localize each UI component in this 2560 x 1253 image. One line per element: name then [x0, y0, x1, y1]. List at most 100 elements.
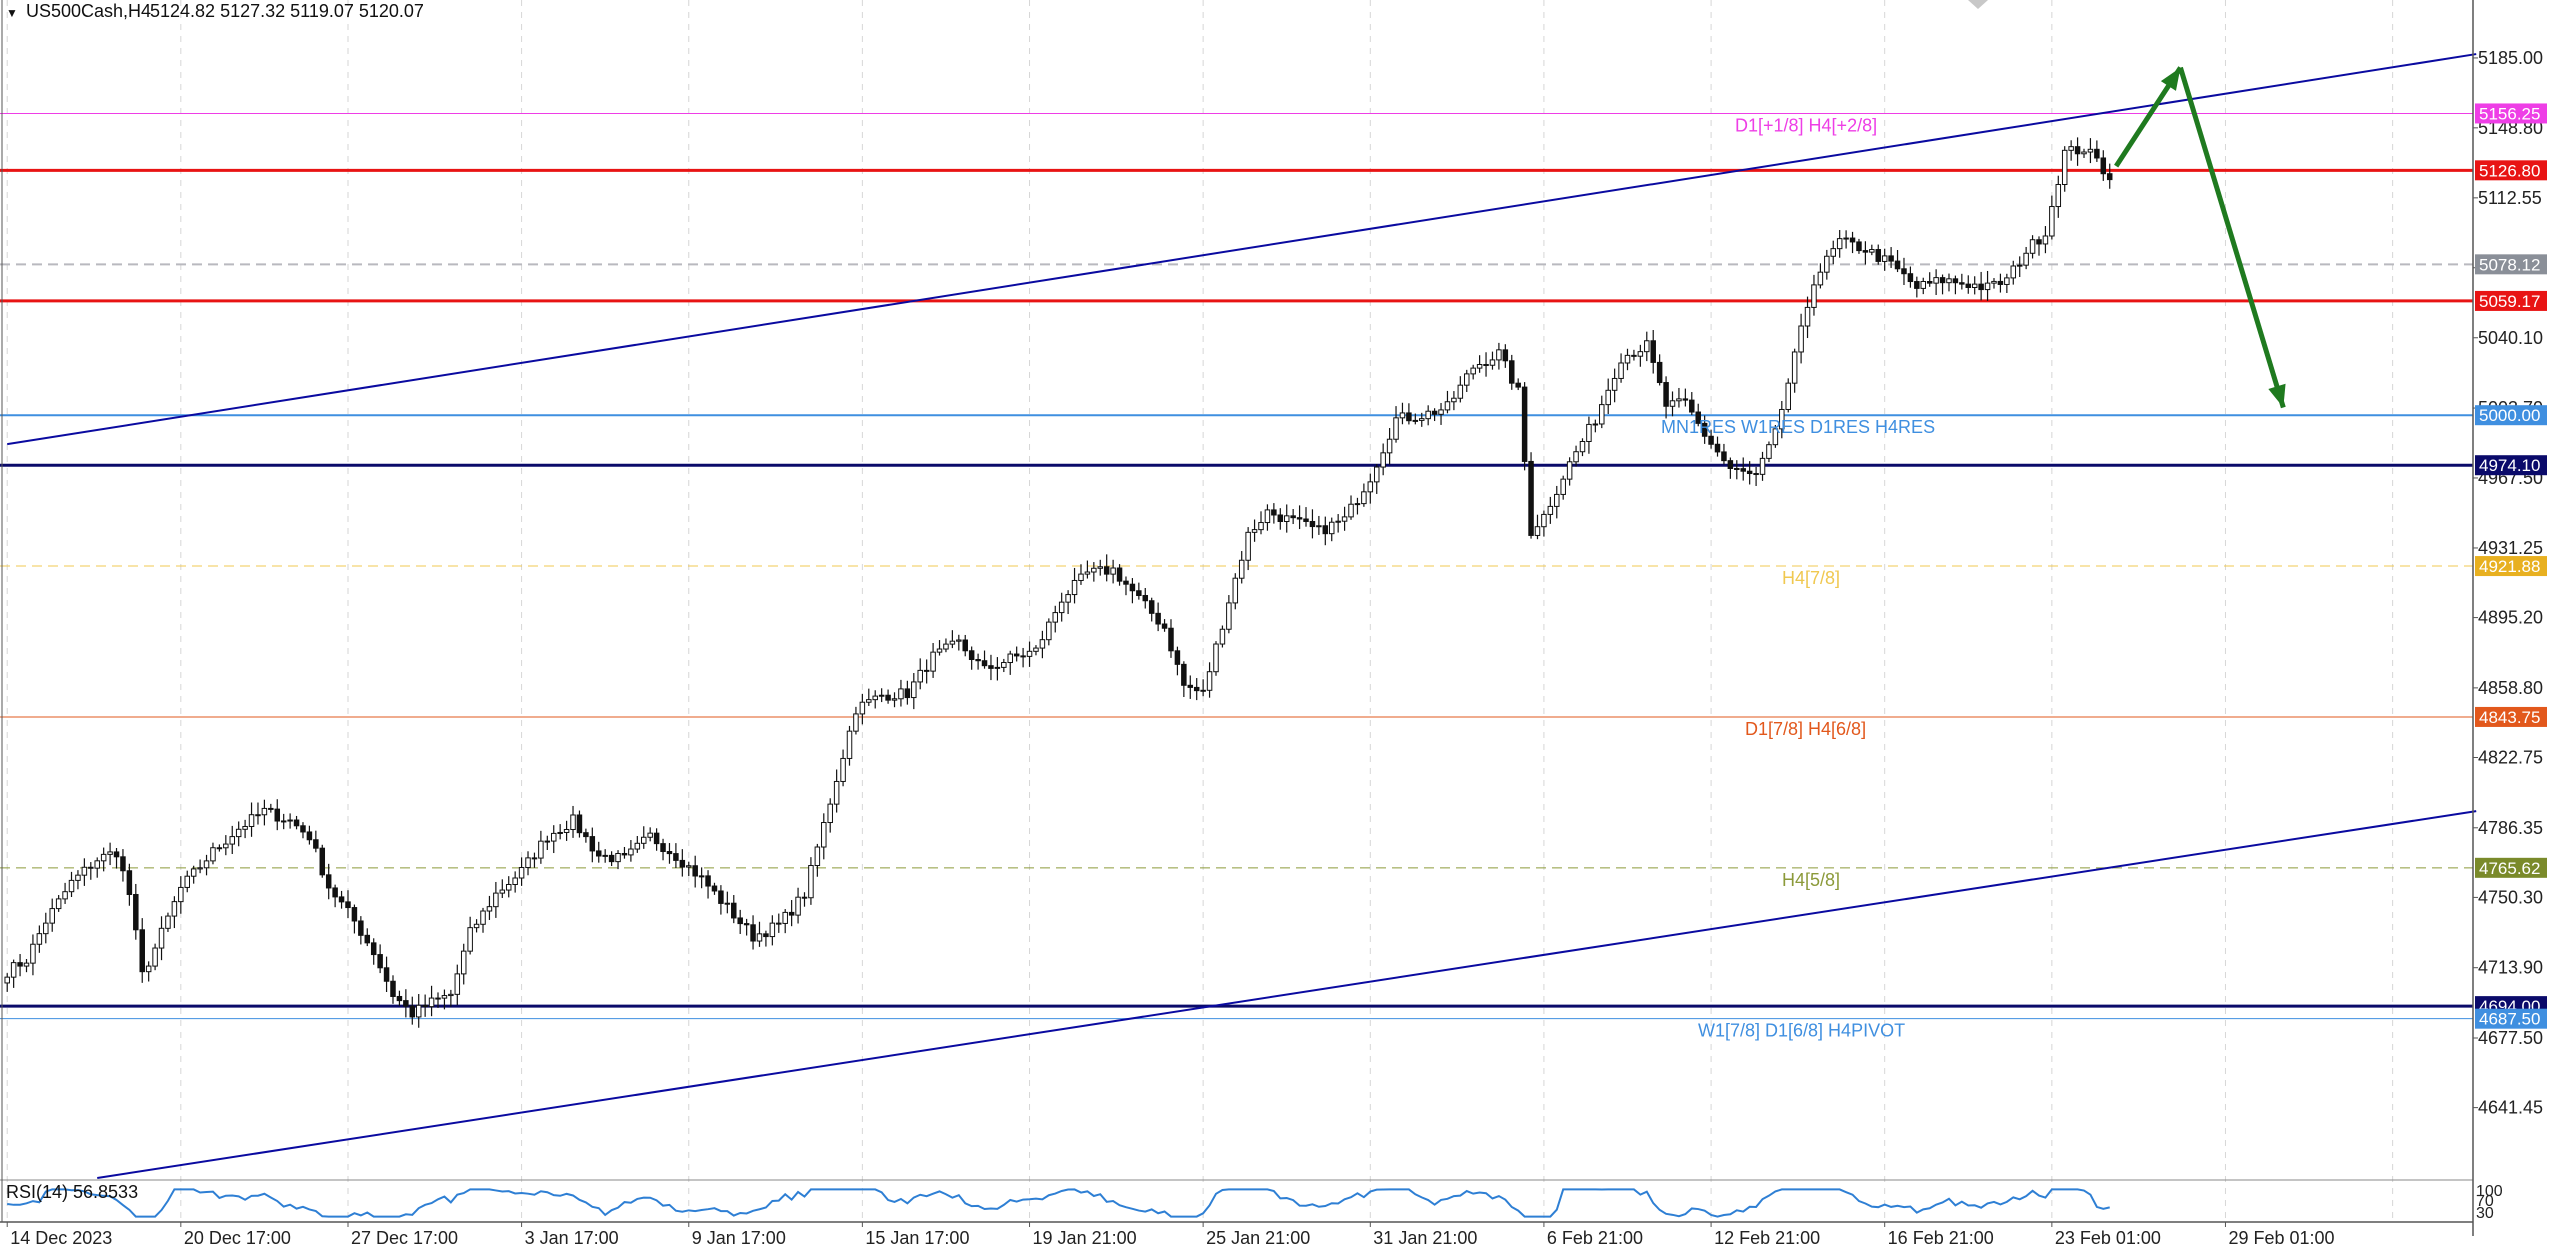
candle-body — [1631, 354, 1637, 357]
candle-body — [1316, 525, 1322, 528]
trend-line — [97, 810, 2477, 1179]
candle-body — [917, 669, 923, 683]
time-tick-label: 12 Feb 21:00 — [1714, 1228, 1820, 1248]
candle-body — [165, 915, 171, 929]
candle-body — [846, 730, 853, 759]
level-notes: D1[+1/8] H4[+2/8] MN1RES W1RES D1RES H4RE… — [1661, 115, 1935, 1040]
candle-body — [88, 866, 94, 869]
time-tick-label: 6 Feb 21:00 — [1547, 1228, 1643, 1248]
candle-body — [473, 923, 480, 929]
candle-body — [1007, 653, 1013, 664]
candle-body — [1078, 573, 1084, 581]
candle-body — [2074, 146, 2081, 155]
level-note: D1[+1/8] H4[+2/8] — [1735, 115, 1877, 135]
candle-body — [814, 846, 821, 867]
candle-body — [1509, 360, 1515, 384]
candle-body — [679, 859, 686, 868]
candle-body — [1714, 443, 1721, 453]
time-tick-label: 15 Jan 17:00 — [865, 1228, 969, 1248]
candle-body — [1438, 409, 1444, 415]
candle-body — [711, 885, 718, 892]
candle-body — [1232, 577, 1239, 604]
candle-body — [1791, 351, 1798, 384]
candle-body — [49, 908, 55, 924]
candle-body — [994, 666, 1001, 669]
candle-body — [4, 976, 10, 984]
candle-body — [962, 639, 968, 652]
candle-body — [1830, 248, 1836, 257]
candle-body — [1425, 410, 1431, 420]
candle-body — [75, 874, 81, 881]
price-tag — [2475, 706, 2547, 727]
candle-body — [493, 892, 499, 908]
candle-body — [190, 868, 197, 877]
candle-body — [235, 828, 242, 838]
candle-body — [1309, 520, 1316, 528]
candle-body — [30, 943, 36, 964]
price-tick-label: 4713.90 — [2478, 958, 2543, 978]
candle-body — [737, 917, 743, 925]
price-tick-label: 4641.45 — [2478, 1098, 2543, 1118]
candle-body — [782, 911, 788, 924]
candle-body — [1464, 373, 1470, 386]
candle-body — [563, 828, 570, 833]
time-tick-label: 16 Feb 21:00 — [1888, 1228, 1994, 1248]
candle-body — [1123, 580, 1129, 585]
candle-body — [1399, 412, 1406, 419]
candle-body — [724, 902, 731, 905]
candlesticks[interactable] — [4, 137, 2113, 1028]
candle-body — [1701, 422, 1708, 437]
rsi-scale-bot: 30 — [2476, 1205, 2494, 1222]
candle-body — [943, 643, 949, 650]
candle-body — [718, 890, 724, 904]
candle-body — [242, 825, 248, 830]
candle-body — [1129, 583, 1136, 592]
candle-body — [203, 860, 210, 869]
candle-body — [1026, 650, 1033, 657]
candle-body — [1894, 260, 1901, 270]
candle-body — [1046, 621, 1052, 641]
candle-body — [1206, 671, 1213, 691]
price-tag — [2475, 556, 2547, 577]
candle-body — [885, 694, 891, 701]
candle-body — [1785, 382, 1791, 410]
candle-body — [1772, 428, 1779, 446]
candle-body — [460, 950, 467, 975]
candle-body — [36, 933, 43, 945]
candle-body — [390, 980, 396, 997]
candle-body — [1978, 283, 1984, 291]
candle-body — [1528, 460, 1534, 536]
candle-body — [776, 922, 782, 925]
price-tag-label: 4765.62 — [2479, 859, 2540, 878]
candle-body — [512, 877, 518, 885]
candle-body — [1033, 647, 1039, 652]
candle-body — [1412, 419, 1419, 422]
price-tag — [2475, 103, 2547, 124]
level-note: D1[7/8] H4[6/8] — [1745, 719, 1866, 739]
price-tag-label: 4843.75 — [2479, 708, 2540, 727]
candle-body — [1116, 567, 1123, 582]
candle-body — [1676, 398, 1682, 402]
price-tag — [2475, 1008, 2547, 1029]
price-tag — [2475, 160, 2547, 181]
candle-body — [2049, 206, 2055, 237]
candle-body — [2081, 151, 2087, 155]
candle-body — [2023, 252, 2029, 266]
candle-body — [1939, 277, 1946, 284]
candle-body — [904, 688, 911, 699]
forecast-arrow-head — [2268, 383, 2286, 408]
time-tick-label: 31 Jan 21:00 — [1373, 1228, 1477, 1248]
candle-body — [2094, 148, 2100, 159]
candle-body — [936, 648, 943, 653]
candle-body — [120, 856, 126, 872]
candle-body — [1759, 457, 1766, 475]
price-tick-label: 4895.20 — [2478, 608, 2543, 628]
time-tick-label: 23 Feb 01:00 — [2055, 1228, 2161, 1248]
candle-body — [1091, 567, 1097, 573]
candle-body — [313, 839, 319, 849]
candle-body — [1766, 444, 1772, 459]
candle-body — [1560, 478, 1566, 495]
candle-body — [1952, 278, 1959, 284]
candle-body — [2004, 277, 2010, 285]
